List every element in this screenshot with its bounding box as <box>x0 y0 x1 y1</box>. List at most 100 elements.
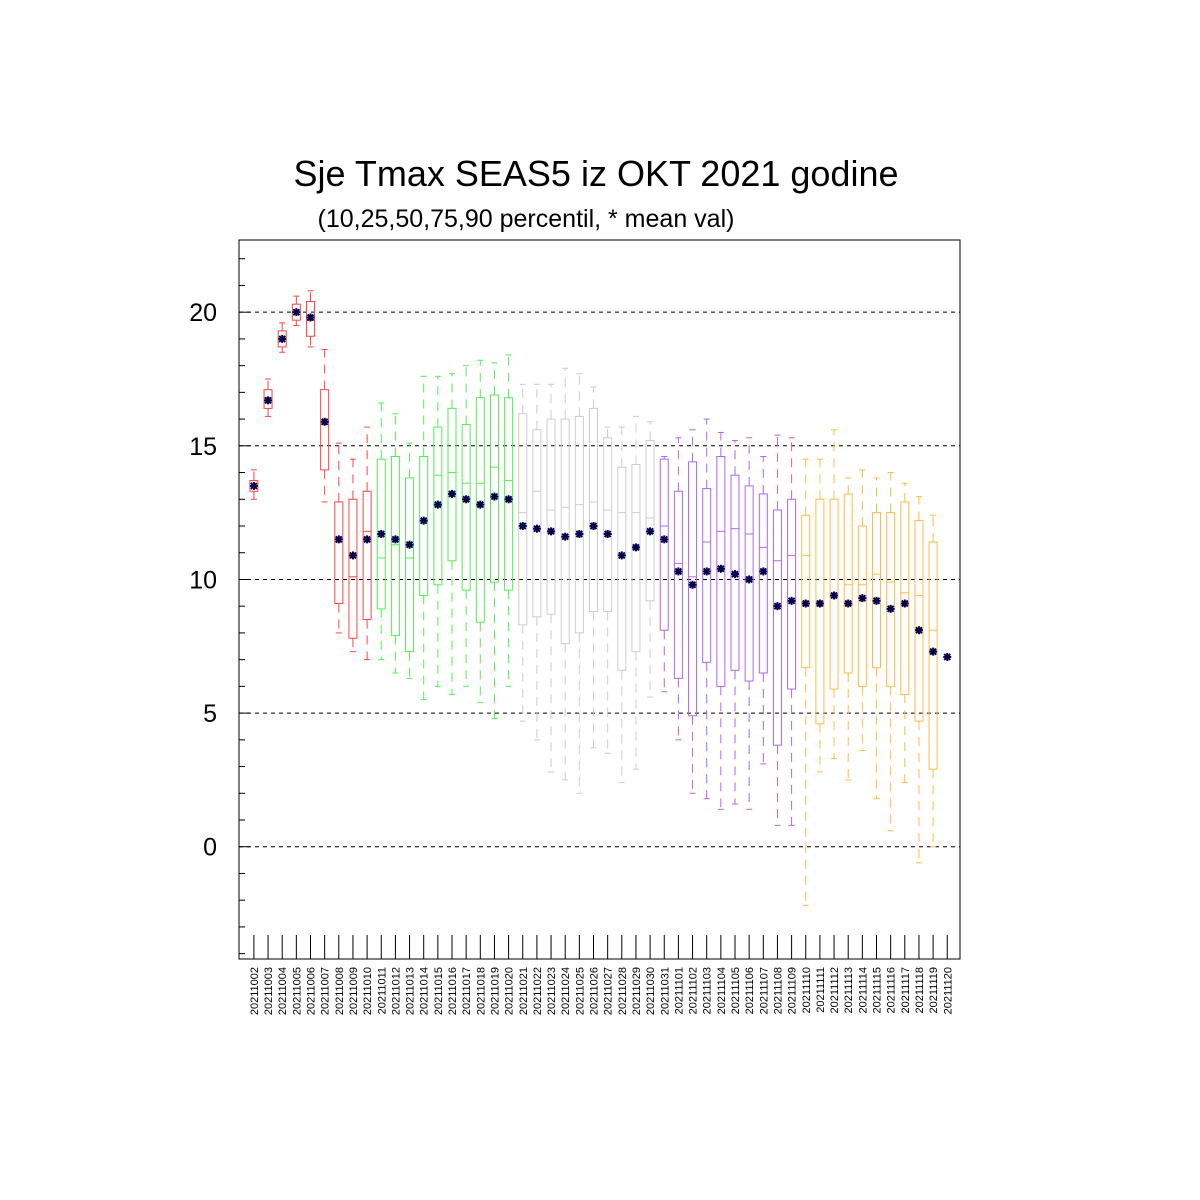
box-20211024 <box>560 367 570 781</box>
box-20211025 <box>574 373 584 794</box>
x-tick-label: 20211031 <box>659 967 671 1015</box>
x-tick-label: 20211010 <box>362 967 374 1015</box>
x-tick-label: 20211021 <box>518 967 530 1015</box>
x-tick-label: 20211107 <box>758 967 770 1014</box>
mean-marker-stroke <box>886 605 895 613</box>
box-20211030 <box>645 421 655 698</box>
box-20211023 <box>546 383 556 773</box>
box-20211109 <box>787 437 797 826</box>
box-iqr <box>433 426 443 586</box>
box-20211018 <box>475 359 485 703</box>
y-tick-label: 5 <box>203 700 217 728</box>
box-20211104 <box>716 431 726 810</box>
x-tick-label: 20211002 <box>249 967 261 1015</box>
chart-subtitle: (10,25,50,75,90 percentil, * mean val) <box>318 205 735 233</box>
box-iqr <box>914 520 924 722</box>
mean-marker-stroke <box>717 565 725 573</box>
mean-marker-stroke <box>901 599 909 608</box>
box-20211015 <box>433 375 443 687</box>
x-tick-label: 20211104 <box>716 967 728 1014</box>
box-20211106 <box>744 437 754 810</box>
mean-marker <box>278 334 287 343</box>
mean-marker <box>900 599 909 608</box>
mean-marker-stroke <box>872 597 881 605</box>
mean-marker-stroke <box>377 530 385 538</box>
mean-marker-stroke <box>278 335 286 343</box>
mean-marker-stroke <box>943 653 951 661</box>
box-iqr <box>447 407 457 562</box>
mean-marker-stroke <box>349 551 357 560</box>
box-iqr <box>263 389 273 409</box>
box-20211120 <box>943 521 951 876</box>
mean-marker-stroke <box>688 581 697 589</box>
box-iqr <box>843 493 853 674</box>
box-iqr <box>306 300 315 337</box>
box-20211029 <box>631 415 641 770</box>
x-tick-label: 20211114 <box>857 967 869 1014</box>
y-tick-label: 0 <box>203 834 217 862</box>
mean-marker <box>914 626 923 635</box>
mean-marker-stroke <box>335 535 343 544</box>
x-tick-label: 20211019 <box>489 967 501 1015</box>
mean-marker <box>830 591 839 600</box>
x-tick-label: 20211116 <box>886 967 898 1014</box>
mean-marker <box>419 516 428 525</box>
box-20211010 <box>362 426 372 661</box>
mean-marker-stroke <box>490 492 499 501</box>
x-tick-label: 20211020 <box>504 967 516 1015</box>
box-20211017 <box>461 365 471 687</box>
x-tick-label: 20211008 <box>334 967 346 1015</box>
x-tick-label: 20211118 <box>914 967 926 1014</box>
mean-marker-stroke <box>603 530 612 538</box>
mean-marker <box>688 580 697 589</box>
box-20211114 <box>857 469 867 752</box>
mean-marker <box>631 543 640 552</box>
mean-marker-stroke <box>306 313 315 322</box>
mean-marker <box>518 521 527 530</box>
mean-marker-stroke <box>830 591 838 600</box>
x-tick-label: 20211016 <box>447 967 459 1015</box>
x-tick-label: 20211026 <box>589 967 601 1015</box>
mean-marker <box>731 570 739 579</box>
box-iqr <box>744 485 754 682</box>
mean-marker-stroke <box>519 522 527 530</box>
mean-marker-stroke <box>250 482 258 490</box>
mean-marker <box>745 575 754 584</box>
box-iqr <box>589 407 598 613</box>
box-iqr <box>362 490 372 621</box>
box-20211117 <box>900 482 910 784</box>
box-iqr <box>772 509 782 746</box>
box-20211007 <box>320 349 330 503</box>
mean-marker-stroke <box>391 535 400 544</box>
mean-marker <box>377 530 386 539</box>
mean-marker <box>929 647 938 656</box>
box-20211115 <box>872 477 881 800</box>
mean-marker <box>858 594 867 603</box>
mean-marker-stroke <box>773 602 782 610</box>
box-iqr <box>758 493 768 674</box>
x-tick-label: 20211022 <box>532 967 544 1015</box>
mean-marker-stroke <box>264 396 272 405</box>
x-tick-label: 20211012 <box>390 967 402 1015</box>
box-iqr <box>815 498 825 725</box>
box-20211110 <box>801 458 811 907</box>
box-iqr <box>787 498 797 690</box>
mean-marker <box>547 527 556 536</box>
box-20211009 <box>348 458 358 653</box>
box-20211113 <box>843 477 853 781</box>
x-tick-label: 20211015 <box>433 967 445 1015</box>
box-iqr <box>943 550 951 729</box>
mean-marker <box>363 535 372 544</box>
mean-marker <box>292 308 301 317</box>
mean-marker <box>504 495 513 504</box>
mean-marker <box>702 567 711 576</box>
mean-marker-stroke <box>504 495 513 503</box>
x-tick-label: 20211105 <box>730 967 742 1014</box>
box-20211102 <box>688 429 698 794</box>
gridlines <box>239 311 960 848</box>
box-iqr <box>560 418 570 645</box>
mean-marker-stroke <box>462 495 470 503</box>
mean-marker-stroke <box>660 535 668 544</box>
box-iqr <box>461 423 471 591</box>
